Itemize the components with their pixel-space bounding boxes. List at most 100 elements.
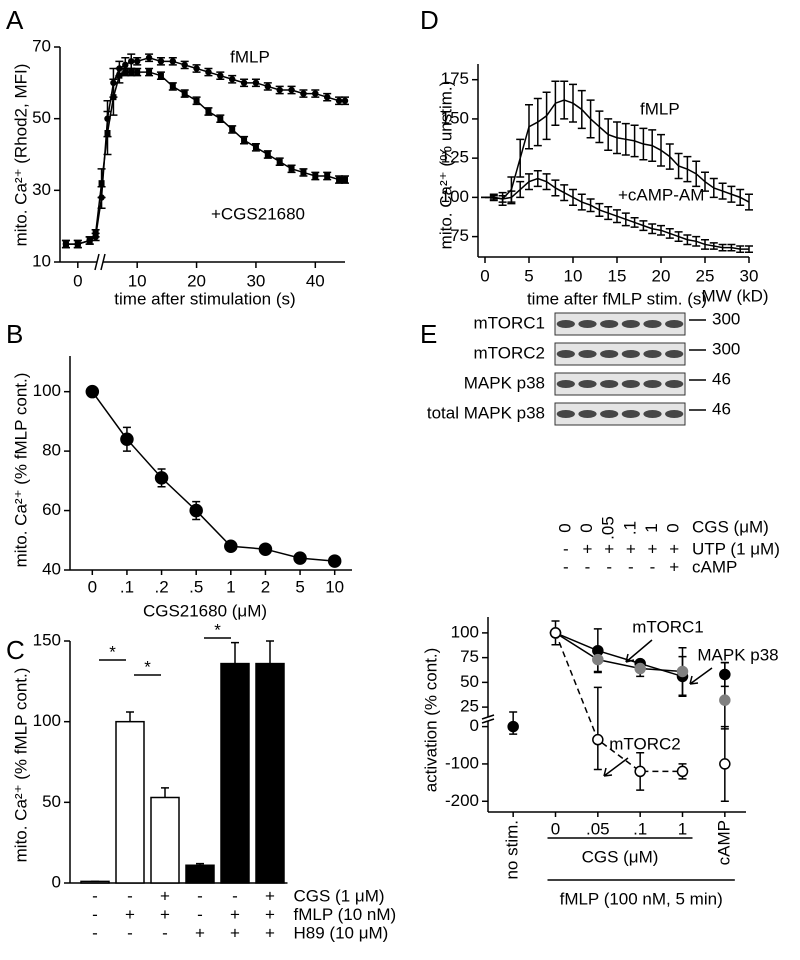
condition-sign: + <box>265 923 275 942</box>
blot-band <box>643 350 662 358</box>
x-tick-label: .1 <box>120 577 134 596</box>
point <box>128 58 135 65</box>
blot-row-label: mTORC1 <box>474 313 545 332</box>
point <box>74 241 81 248</box>
error-bar <box>630 124 639 158</box>
blot-band <box>578 350 597 358</box>
blot-strip <box>554 342 686 366</box>
point <box>62 241 69 248</box>
y-tick-label: 10 <box>32 251 51 270</box>
panel-label: C <box>6 635 25 665</box>
blot-band <box>621 410 640 418</box>
error-bar <box>525 104 533 150</box>
condition-value: + <box>583 539 593 558</box>
y-tick-label: 80 <box>42 441 61 460</box>
point <box>145 54 153 61</box>
condition-sign: + <box>265 905 275 924</box>
y-tick-label: 125 <box>441 148 469 167</box>
blot-row-label: mTORC2 <box>474 343 545 362</box>
error-bar <box>648 223 657 235</box>
x-axis-label: time after fMLP stim. (s) <box>527 289 707 308</box>
error-bar <box>533 97 542 147</box>
error-bar <box>665 143 674 170</box>
blot-band <box>665 350 684 358</box>
y-tick-label: 0 <box>470 716 479 735</box>
condition-value: + <box>669 539 679 558</box>
error-bar <box>657 133 665 167</box>
point <box>276 86 283 94</box>
series-label: mTORC2 <box>609 734 680 753</box>
error-bar <box>639 220 648 232</box>
condition-sign: + <box>125 905 135 924</box>
point <box>252 144 259 151</box>
point <box>324 173 331 179</box>
condition-sign: - <box>127 923 133 942</box>
error-bar <box>674 231 683 243</box>
x-tick-label: 20 <box>652 266 671 285</box>
blot-band <box>600 410 619 418</box>
point <box>205 108 212 115</box>
error-bar <box>621 212 630 227</box>
y-axis-label: mito. Ca²⁺ (Rhod2, MFI) <box>11 64 30 247</box>
series-label: fMLP <box>640 99 680 118</box>
blot-band <box>621 350 640 358</box>
point <box>240 79 248 87</box>
bar <box>150 796 180 884</box>
point <box>120 432 134 446</box>
error-bar <box>569 188 577 206</box>
series-label: mTORC1 <box>632 617 703 636</box>
error-bar <box>542 173 551 191</box>
error-bar <box>692 235 701 247</box>
condition-value: + <box>604 539 614 558</box>
point <box>676 665 689 678</box>
error-bar <box>533 169 542 188</box>
y-tick-label: 30 <box>32 180 51 199</box>
condition-sign: + <box>230 905 240 924</box>
blot-band <box>556 320 575 328</box>
point <box>241 137 248 144</box>
point <box>336 176 343 183</box>
error-bar <box>665 228 674 239</box>
point <box>193 97 200 104</box>
y-tick-label: 0 <box>52 872 61 891</box>
point <box>288 86 295 94</box>
blot-band <box>643 320 662 328</box>
x-tick-label: 0 <box>551 819 560 838</box>
mw-label: 300 <box>712 339 740 358</box>
x-tick-label: no stim. <box>503 820 522 880</box>
x-tick-label: 30 <box>246 271 265 290</box>
error-bar <box>630 217 639 228</box>
point <box>157 72 164 79</box>
error-bar <box>613 121 621 155</box>
point <box>634 662 646 675</box>
condition-sign: - <box>127 886 133 905</box>
condition-value: - <box>563 557 569 576</box>
x-tick-label: 10 <box>564 266 583 285</box>
bar <box>185 864 215 884</box>
point <box>189 503 203 518</box>
error-bar <box>604 206 613 221</box>
error-bar <box>593 686 602 771</box>
condition-label: CGS (μM) <box>692 517 769 536</box>
condition-sign: - <box>92 886 98 905</box>
condition-label: cAMP <box>692 557 737 576</box>
arrow <box>689 667 713 685</box>
x-axis-label: time after stimulation (s) <box>114 289 295 308</box>
x-tick-label: .05 <box>586 819 610 838</box>
blot-band <box>578 410 597 418</box>
y-tick-label: 25 <box>460 697 479 716</box>
point <box>116 72 123 79</box>
condition-value: 1 <box>642 523 661 532</box>
error-bar <box>507 190 516 205</box>
point <box>98 180 105 187</box>
error-bar <box>718 182 727 200</box>
group-label: CGS (μM) <box>582 847 659 866</box>
x-tick-label: 0 <box>88 577 97 596</box>
y-tick-label: 60 <box>42 500 61 519</box>
error-bar <box>718 243 727 252</box>
point <box>592 653 604 666</box>
error-bar <box>736 188 745 206</box>
error-bar <box>709 242 718 250</box>
y-tick-label: 50 <box>32 108 51 127</box>
significance-label: * <box>144 657 151 676</box>
